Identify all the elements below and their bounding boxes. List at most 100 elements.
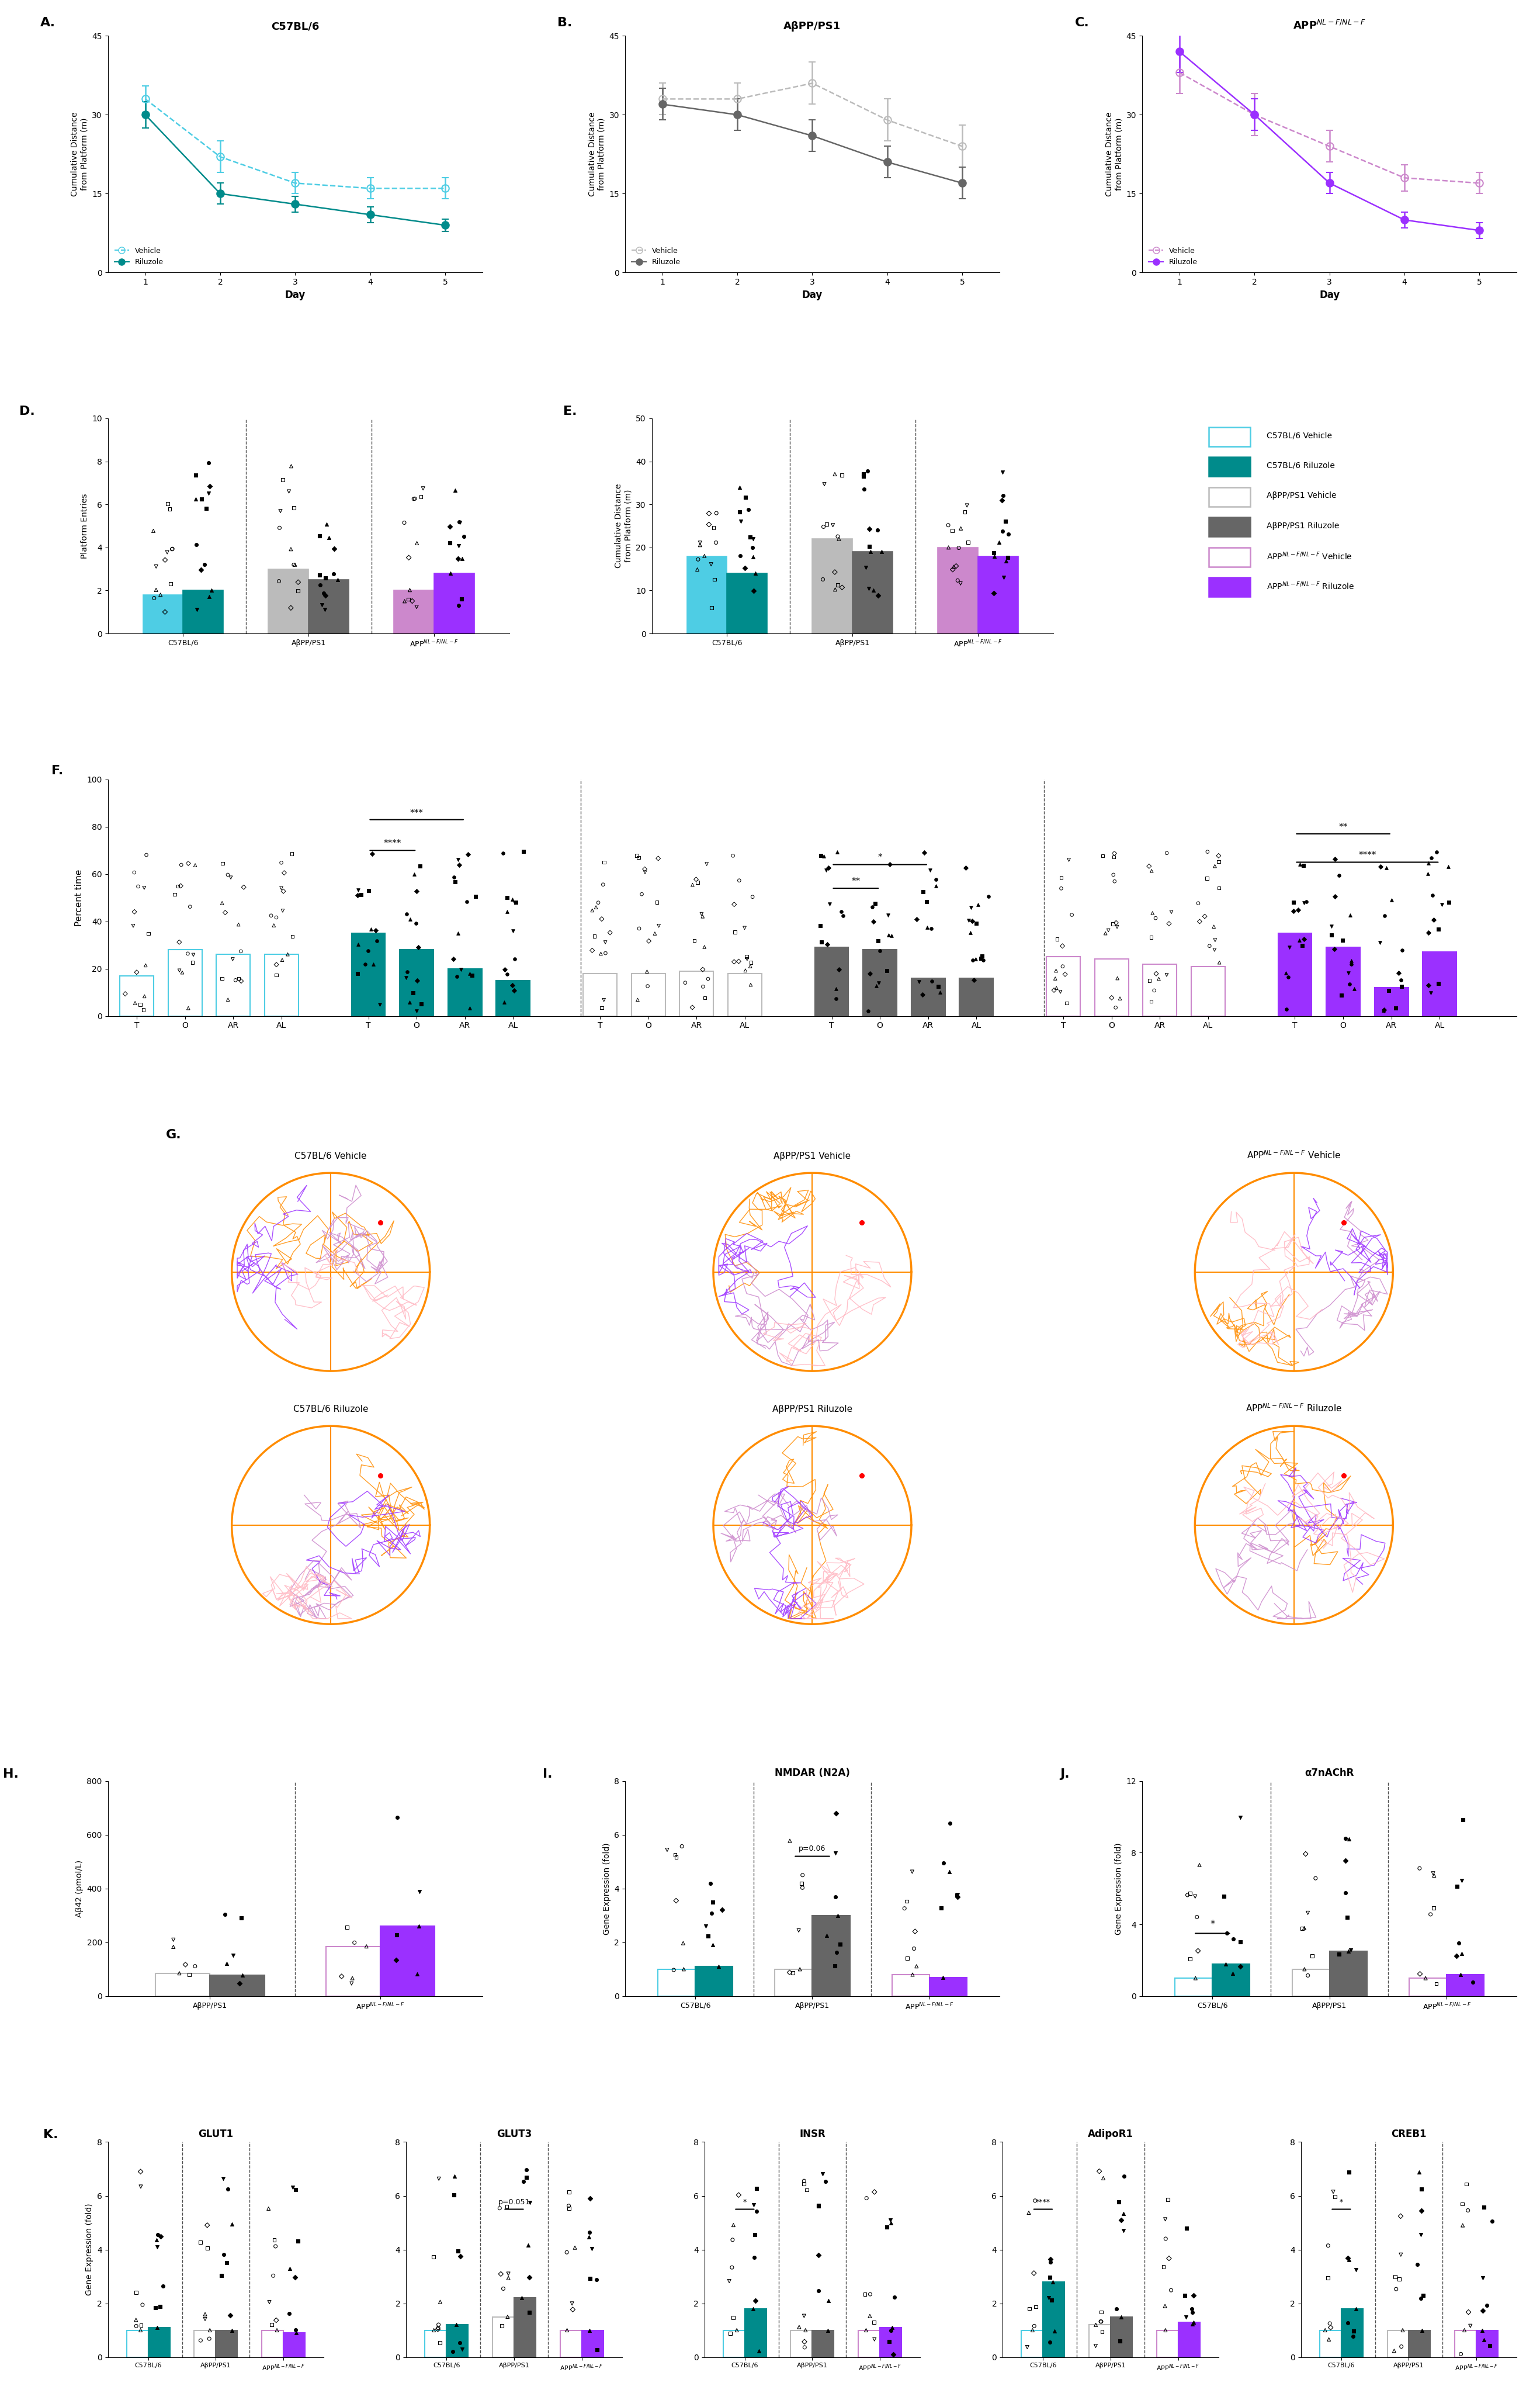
Point [722, 943, 747, 981]
Point [156, 483, 180, 522]
Point [861, 888, 885, 926]
Point [790, 1864, 815, 1902]
Point [490, 2307, 514, 2345]
Point [946, 1876, 970, 1914]
Point [128, 986, 152, 1024]
Point [279, 447, 303, 486]
Point [360, 945, 385, 984]
Point [126, 866, 151, 905]
Point [1172, 2276, 1197, 2314]
Point [1408, 1850, 1432, 1888]
Point [427, 2309, 451, 2348]
Point [209, 2257, 234, 2295]
Point [169, 845, 194, 883]
Point [585, 883, 610, 921]
Bar [1046, 957, 1080, 1017]
Point [314, 505, 339, 543]
Point [816, 850, 841, 888]
Point [270, 845, 294, 883]
Point [1337, 2240, 1361, 2278]
Point [1206, 838, 1230, 876]
Bar [930, 1977, 967, 1996]
Point [313, 558, 337, 596]
Point [1152, 2288, 1177, 2326]
Point [1321, 2173, 1346, 2211]
Title: GLUT1: GLUT1 [199, 2130, 234, 2139]
Bar [858, 2331, 879, 2357]
Point [128, 2312, 152, 2350]
Point [346, 926, 371, 964]
Point [405, 991, 430, 1029]
Point [1426, 964, 1451, 1003]
Point [585, 2331, 610, 2369]
Point [188, 550, 213, 589]
Point [306, 555, 331, 593]
Point [1383, 988, 1408, 1027]
Point [924, 866, 949, 905]
Point [929, 1888, 953, 1926]
Point [132, 976, 157, 1015]
Point [1417, 914, 1441, 952]
Point [690, 897, 715, 936]
Point [1286, 890, 1311, 928]
Point [183, 1948, 208, 1986]
Point [356, 871, 380, 909]
Point [134, 835, 159, 873]
Point [1421, 1888, 1446, 1926]
Point [1368, 847, 1392, 885]
Bar [1110, 2316, 1132, 2357]
Point [1041, 2264, 1066, 2302]
Point [727, 943, 752, 981]
Title: APP$^{NL-F/NL-F}$: APP$^{NL-F/NL-F}$ [1294, 19, 1366, 31]
Text: F.: F. [51, 766, 63, 778]
Point [559, 2285, 584, 2324]
Point [1344, 2249, 1369, 2288]
Point [1335, 2240, 1360, 2278]
Point [345, 955, 370, 993]
Point [1368, 924, 1392, 962]
Point [904, 900, 929, 938]
Point [810, 924, 835, 962]
Bar [1409, 2331, 1431, 2357]
Point [1153, 2199, 1178, 2237]
Point [1101, 857, 1126, 895]
Point [1338, 1931, 1363, 1969]
Point [792, 2163, 816, 2202]
Point [1089, 2302, 1113, 2340]
Point [1409, 2192, 1434, 2230]
Text: D.: D. [20, 404, 35, 416]
Title: NMDAR (N2A): NMDAR (N2A) [775, 1768, 850, 1778]
Bar [1095, 960, 1129, 1017]
Point [809, 835, 833, 873]
Point [936, 529, 961, 567]
Point [778, 1821, 802, 1859]
Point [511, 2163, 536, 2202]
Point [1186, 883, 1210, 921]
Point [702, 560, 727, 598]
Point [1291, 1910, 1315, 1948]
Point [1292, 919, 1317, 957]
Bar [1375, 988, 1408, 1017]
Point [654, 1831, 679, 1869]
Point [728, 503, 753, 541]
Point [1312, 2312, 1337, 2350]
Point [645, 840, 670, 878]
Y-axis label: Cumulative Distance
from Platform (m): Cumulative Distance from Platform (m) [588, 112, 605, 196]
Point [693, 1907, 718, 1946]
Point [1425, 833, 1449, 871]
Point [699, 589, 724, 627]
Point [955, 486, 979, 524]
Bar [120, 976, 154, 1017]
Point [688, 526, 713, 565]
Point [987, 524, 1012, 562]
Point [460, 957, 485, 995]
Point [400, 974, 425, 1012]
Point [1480, 2202, 1505, 2240]
Point [1320, 907, 1344, 945]
Point [325, 560, 350, 598]
Point [1389, 2197, 1414, 2235]
Point [1041, 972, 1066, 1010]
Title: CREB1: CREB1 [1391, 2130, 1426, 2139]
Point [907, 962, 932, 1000]
Point [1183, 1879, 1207, 1917]
